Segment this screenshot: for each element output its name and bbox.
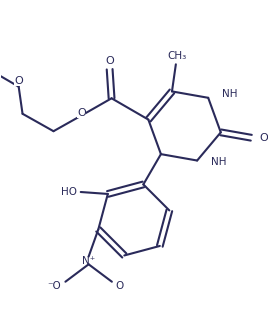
Text: O: O bbox=[77, 108, 86, 118]
Text: NH: NH bbox=[222, 89, 237, 99]
Text: N⁺: N⁺ bbox=[82, 256, 95, 266]
Text: CH₃: CH₃ bbox=[167, 51, 187, 61]
Text: O: O bbox=[116, 281, 124, 290]
Text: O: O bbox=[105, 55, 114, 65]
Text: ⁻O: ⁻O bbox=[48, 281, 62, 290]
Text: HO: HO bbox=[61, 187, 77, 197]
Text: O: O bbox=[14, 76, 23, 86]
Text: O: O bbox=[259, 133, 268, 143]
Text: NH: NH bbox=[211, 157, 226, 167]
